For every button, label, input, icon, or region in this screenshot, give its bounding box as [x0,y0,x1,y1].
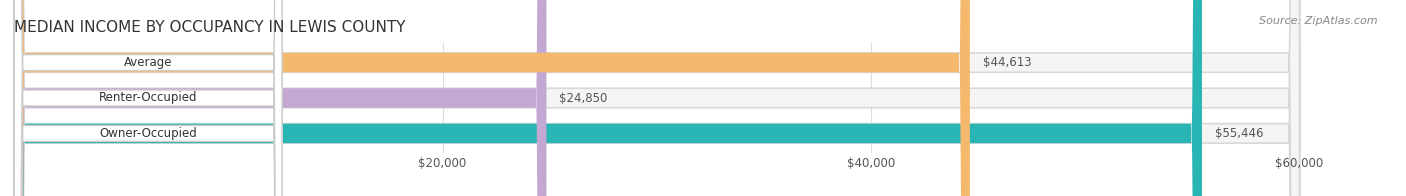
FancyBboxPatch shape [14,0,1299,196]
Text: Source: ZipAtlas.com: Source: ZipAtlas.com [1260,16,1378,26]
FancyBboxPatch shape [14,0,970,196]
Text: Renter-Occupied: Renter-Occupied [98,92,197,104]
Text: MEDIAN INCOME BY OCCUPANCY IN LEWIS COUNTY: MEDIAN INCOME BY OCCUPANCY IN LEWIS COUN… [14,20,405,35]
FancyBboxPatch shape [14,0,547,196]
FancyBboxPatch shape [14,0,1299,196]
Text: $24,850: $24,850 [560,92,607,104]
Text: Average: Average [124,56,173,69]
Text: $55,446: $55,446 [1215,127,1264,140]
FancyBboxPatch shape [14,0,1299,196]
Text: $44,613: $44,613 [983,56,1032,69]
FancyBboxPatch shape [14,0,283,196]
FancyBboxPatch shape [14,0,1202,196]
FancyBboxPatch shape [14,0,283,196]
Text: Owner-Occupied: Owner-Occupied [100,127,197,140]
FancyBboxPatch shape [14,0,283,196]
